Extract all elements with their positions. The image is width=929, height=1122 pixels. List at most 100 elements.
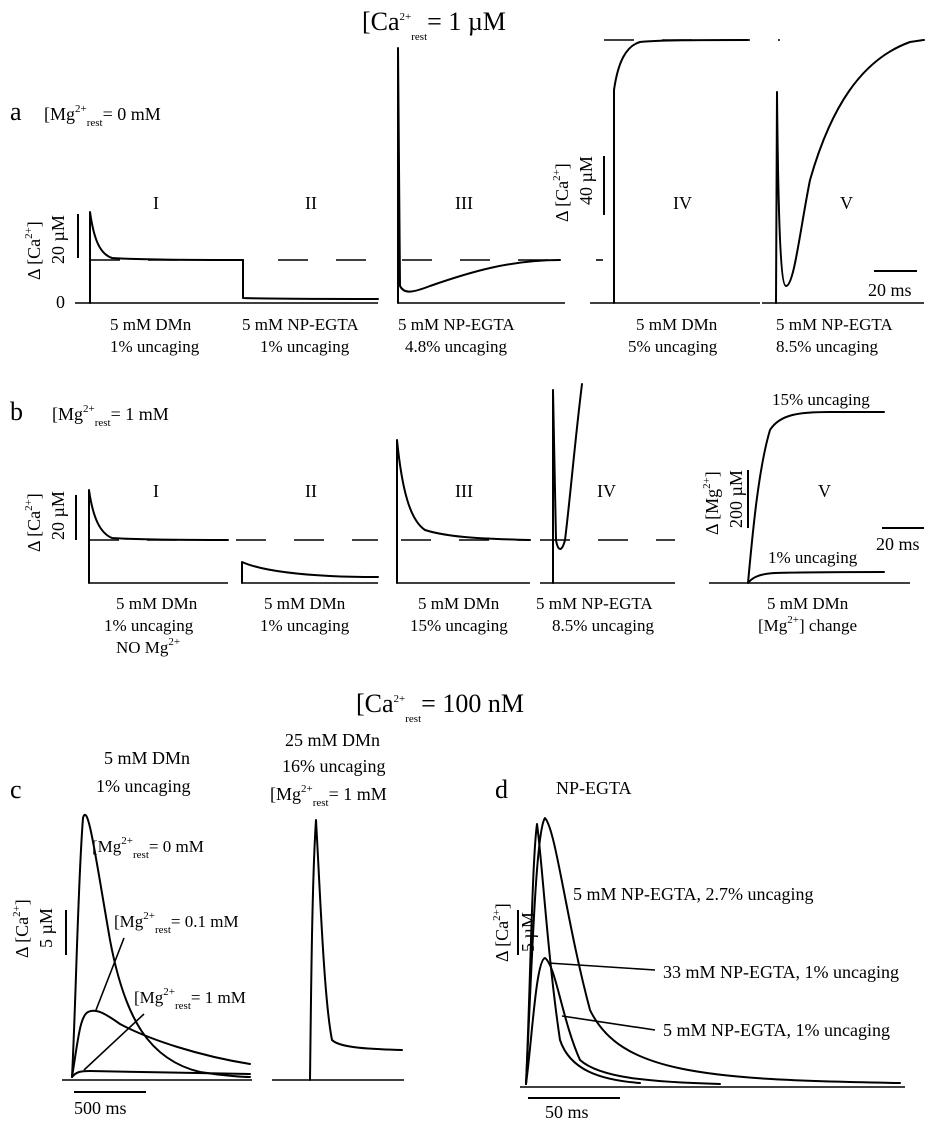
panel-b-roman-I: I	[153, 481, 159, 501]
panel-c-trace-label-mg01: [Mg2+rest= 0.1 mM	[114, 910, 239, 936]
panel-a-I-label-2: 1% uncaging	[110, 337, 200, 356]
panel-letter-a: a	[10, 97, 22, 126]
svg-text:Δ [Ca2+]: Δ [Ca2+]	[11, 899, 32, 958]
panel-d-trace-label-33mm: 33 mM NP-EGTA, 1% uncaging	[663, 962, 899, 982]
panel-a-condition: [Mg2+rest= 0 mM	[44, 103, 161, 129]
panel-c-trace-label-mg1: [Mg2+rest= 1 mM	[134, 986, 246, 1012]
panel-b-scale-label-left: 20 µM	[48, 491, 68, 540]
panel-b-ylabel: Δ [Ca2+]	[23, 493, 44, 552]
panel-a-V-label-2: 8.5% uncaging	[776, 337, 878, 356]
panel-a-III-label-2: 4.8% uncaging	[405, 337, 507, 356]
panel-a-IV-trace	[613, 39, 749, 304]
panel-b-V-label-2: [Mg2+] change	[758, 614, 857, 635]
panel-b-II-trace	[241, 561, 379, 584]
panel-a-ylabel: Δ [Ca2+]	[23, 221, 44, 280]
svg-text:200 µM: 200 µM	[726, 470, 746, 528]
panel-b-IV-label-1: 5 mM NP-EGTA	[536, 594, 653, 613]
panel-b-roman-IV: IV	[597, 481, 616, 501]
heading-ca-rest-100nm: [Ca2+rest= 100 nM	[356, 689, 524, 725]
heading-ca-rest-1um: [Ca2+rest= 1 µM	[362, 7, 506, 43]
panel-b-roman-II: II	[305, 481, 317, 501]
panel-c-title-right-2: 16% uncaging	[282, 756, 385, 776]
panel-a-III-label-1: 5 mM NP-EGTA	[398, 315, 515, 334]
svg-text:Δ [Mg2+]: Δ [Mg2+]	[701, 471, 722, 535]
panel-c-time-scale-label: 500 ms	[74, 1098, 127, 1118]
panel-a-I-trace	[89, 211, 244, 304]
panel-a-IV-label-1: 5 mM DMn	[636, 315, 718, 334]
panel-a-roman-IV: IV	[673, 193, 692, 213]
panel-d-time-scale-label: 50 ms	[545, 1102, 589, 1122]
panel-b-I-label-1: 5 mM DMn	[116, 594, 198, 613]
panel-d-title: NP-EGTA	[556, 778, 632, 798]
panel-c-trace-mg0	[71, 814, 251, 1078]
panel-b-II-label-1: 5 mM DMn	[264, 594, 346, 613]
panel-c-pointer-mg1	[83, 1013, 145, 1071]
panel-b-IV-label-2: 8.5% uncaging	[552, 616, 654, 635]
svg-text:Δ [Ca2+]: Δ [Ca2+]	[23, 221, 44, 280]
panel-a-III-trace	[397, 47, 561, 304]
panel-d-trace-label-5mm-2-7pct: 5 mM NP-EGTA, 2.7% uncaging	[573, 884, 814, 904]
svg-text:5 µM: 5 µM	[36, 908, 56, 948]
panel-b-V-trace-1pct	[747, 571, 885, 584]
panel-b-ylabel-mg: Δ [Mg2+]	[701, 471, 722, 535]
panel-a-scale-label-left: 20 µM	[48, 215, 68, 264]
panel-b-roman-III: III	[455, 481, 473, 501]
panel-c-scale-label: 5 µM	[36, 908, 56, 948]
panel-d-pointer-5mm-1pct	[561, 1015, 656, 1031]
panel-d-scale-label: 5 µM	[518, 912, 538, 952]
svg-text:5 µM: 5 µM	[518, 912, 538, 952]
panel-a-II-trace	[242, 259, 379, 300]
panel-c-trace-25mm	[309, 819, 403, 1081]
svg-text:Δ [Ca2+]: Δ [Ca2+]	[491, 903, 512, 962]
panel-b-V-trace-label-1pct: 1% uncaging	[768, 548, 858, 567]
panel-b-roman-V: V	[818, 481, 831, 501]
panel-a-II-label-2: 1% uncaging	[260, 337, 350, 356]
panel-c-pointer-mg01	[95, 937, 125, 1011]
panel-b-I-label-2: 1% uncaging	[104, 616, 194, 635]
panel-b-condition: [Mg2+rest= 1 mM	[52, 403, 169, 429]
panel-b-III-label-1: 5 mM DMn	[418, 594, 500, 613]
panel-c-title-left-1: 5 mM DMn	[104, 748, 190, 768]
panel-b-IV-trace	[552, 383, 583, 584]
panel-d-trace-5mm-2-7pct	[525, 817, 901, 1085]
panel-b-III-label-2: 15% uncaging	[410, 616, 508, 635]
panel-b-time-scale-label: 20 ms	[876, 534, 920, 554]
panel-a-V-label-1: 5 mM NP-EGTA	[776, 315, 893, 334]
panel-b-V-trace-label-15pct: 15% uncaging	[772, 390, 870, 409]
panel-c-title-right-1: 25 mM DMn	[285, 730, 380, 750]
panel-c-ylabel: Δ [Ca2+]	[11, 899, 32, 958]
panel-letter-c: c	[10, 775, 22, 804]
panel-a-II-label-1: 5 mM NP-EGTA	[242, 315, 359, 334]
panel-d-ylabel: Δ [Ca2+]	[491, 903, 512, 962]
panel-b-III-trace	[396, 439, 531, 584]
panel-a-I-label-1: 5 mM DMn	[110, 315, 192, 334]
panel-d-pointer-33mm	[547, 962, 656, 971]
panel-c-title-right-3: [Mg2+rest= 1 mM	[270, 783, 387, 809]
panel-b-I-label-3: NO Mg2+	[116, 636, 180, 657]
panel-a-ylabel-right: Δ [Ca2+]	[551, 163, 572, 222]
panel-a-roman-II: II	[305, 193, 317, 213]
panel-letter-b: b	[10, 397, 23, 426]
panel-c-title-left-2: 1% uncaging	[96, 776, 190, 796]
panel-letter-d: d	[495, 775, 508, 804]
panel-a-roman-III: III	[455, 193, 473, 213]
panel-b-V-trace-15pct	[747, 411, 885, 584]
panel-c-trace-label-mg0: [Mg2+rest= 0 mM	[92, 835, 204, 861]
panel-d-trace-5mm-1pct	[525, 957, 721, 1085]
svg-text:Δ [Ca2+]: Δ [Ca2+]	[551, 163, 572, 222]
panel-b-I-trace	[88, 489, 229, 584]
panel-a-IV-label-2: 5% uncaging	[628, 337, 718, 356]
panel-a-V-trace	[775, 39, 925, 304]
svg-text:Δ [Ca2+]: Δ [Ca2+]	[23, 493, 44, 552]
panel-a-roman-I: I	[153, 193, 159, 213]
panel-d-trace-33mm	[525, 823, 641, 1085]
panel-a-time-scale-label: 20 ms	[868, 280, 912, 300]
panel-a-scale-label-right: 40 µM	[576, 156, 596, 205]
panel-b-V-label-1: 5 mM DMn	[767, 594, 849, 613]
panel-c-trace-mg1	[71, 1070, 251, 1078]
panel-a-zero-label: 0	[56, 292, 65, 312]
svg-text:20 µM: 20 µM	[48, 215, 68, 264]
panel-a-roman-V: V	[840, 193, 853, 213]
panel-b-II-label-2: 1% uncaging	[260, 616, 350, 635]
